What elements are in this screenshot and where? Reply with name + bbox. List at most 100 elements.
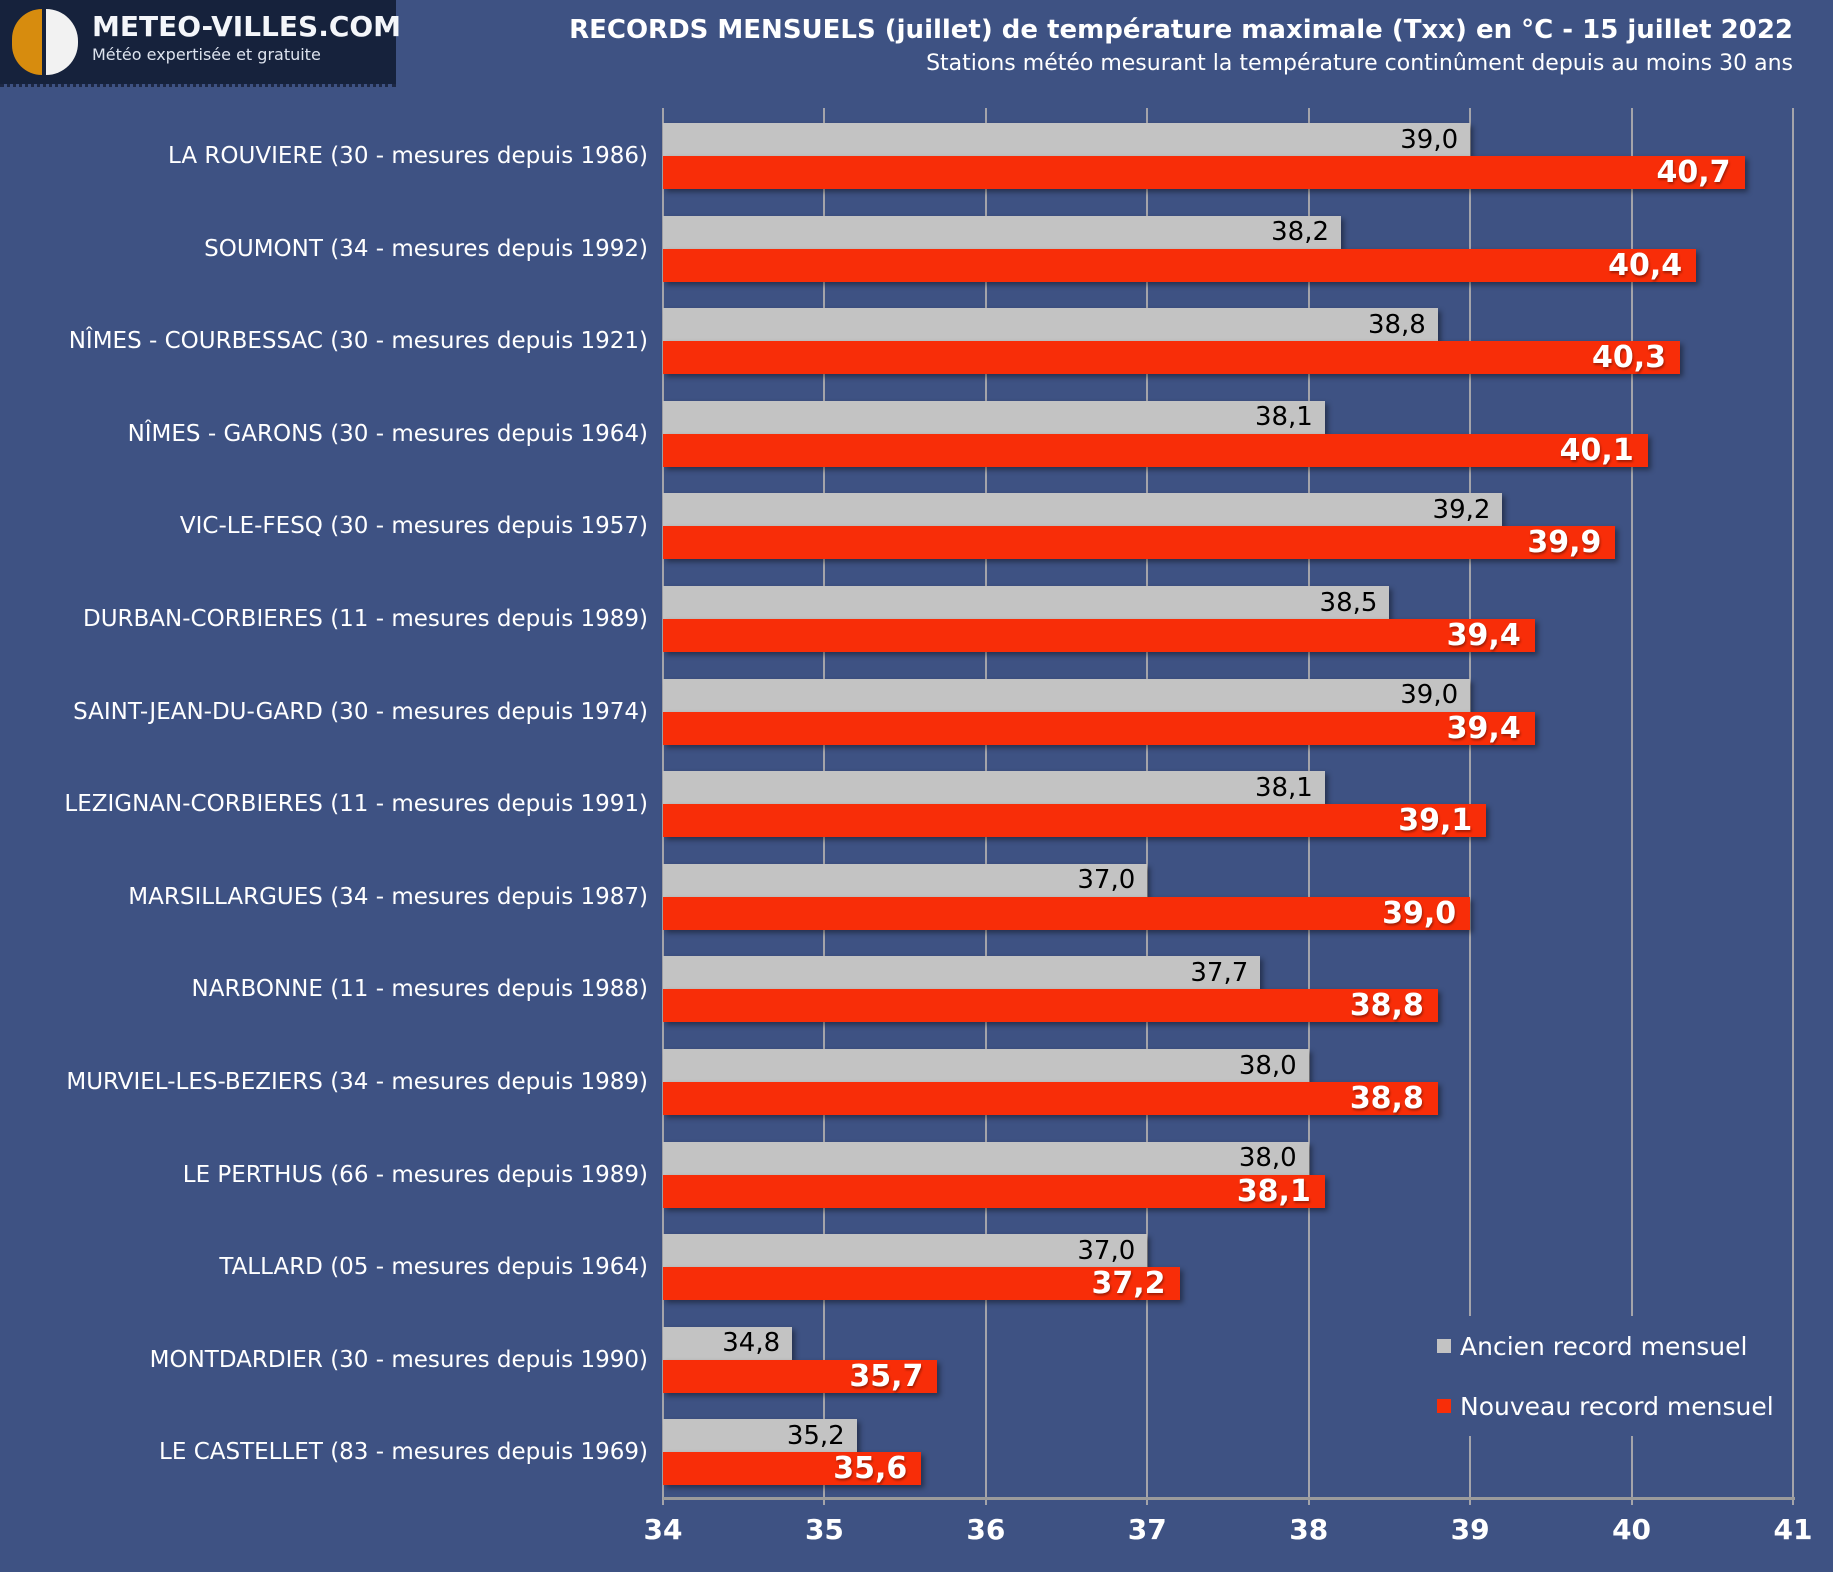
new-record-value: 40,7 [1656,155,1731,190]
gridline-41 [1792,108,1794,1505]
old-record-bar: 38,0 [663,1049,1309,1082]
station-label: SAINT-JEAN-DU-GARD (30 - mesures depuis … [73,698,648,725]
station-label: LE CASTELLET (83 - mesures depuis 1969) [159,1439,648,1466]
old-record-bar: 37,0 [663,863,1148,897]
new-record-value: 35,6 [833,1451,908,1487]
new-record-value: 35,7 [849,1358,924,1394]
station-label: NARBONNE (11 - mesures depuis 1988) [191,976,648,1003]
station-label: LA ROUVIERE (30 - mesures depuis 1986) [168,143,648,169]
new-record-value: 38,8 [1349,988,1424,1024]
new-record-bar: 40,1 [663,432,1648,468]
station-label: MARSILLARGUES (34 - mesures depuis 1987) [128,883,648,910]
x-tick-label-38: 38 [1289,1513,1329,1546]
old-record-bar: 38,1 [663,771,1325,805]
new-record-bar: 40,4 [663,247,1697,283]
station-label: MONTDARDIER (30 - mesures depuis 1990) [149,1346,648,1373]
x-tick-label-39: 39 [1450,1513,1490,1546]
new-record-bar: 39,1 [663,803,1487,839]
x-tick-label-34: 34 [643,1513,683,1546]
new-record-value: 39,4 [1446,710,1521,746]
old-record-value: 37,7 [1190,957,1249,988]
station-label: LEZIGNAN-CORBIERES (11 - mesures depuis … [64,791,648,818]
old-record-bar: 38,8 [663,308,1438,342]
old-record-bar: 37,0 [663,1234,1148,1268]
old-record-value: 38,5 [1319,587,1378,618]
station-label: LE PERTHUS (66 - mesures depuis 1989) [182,1161,648,1188]
legend-swatch-old-record-icon [1437,1339,1451,1353]
old-record-value: 35,2 [786,1420,845,1451]
chart-title: RECORDS MENSUELS (juillet) de températur… [569,15,1793,45]
old-record-bar: 34,8 [663,1326,793,1360]
new-record-bar: 39,4 [663,710,1535,746]
x-tick-label-40: 40 [1612,1513,1652,1546]
old-record-value: 39,0 [1400,124,1459,155]
new-record-value: 39,0 [1382,895,1457,931]
old-record-bar: 38,0 [663,1141,1309,1175]
new-record-value: 39,1 [1398,803,1473,839]
x-tick-label-41: 41 [1773,1513,1813,1546]
old-record-value: 38,1 [1254,772,1313,803]
old-record-value: 39,0 [1400,680,1459,711]
old-record-bar: 38,1 [663,400,1325,434]
old-record-bar: 39,0 [663,123,1471,156]
x-tick-label-37: 37 [1127,1513,1167,1546]
old-record-value: 38,2 [1271,217,1329,248]
new-record-value: 40,4 [1608,247,1683,283]
old-record-value: 38,0 [1238,1050,1297,1081]
station-label: NÎMES - GARONS (30 - mesures depuis 1964… [127,420,648,447]
station-label: DURBAN-CORBIERES (11 - mesures depuis 19… [83,606,648,632]
new-record-value: 38,8 [1349,1081,1424,1116]
station-label: NÎMES - COURBESSAC (30 - mesures depuis … [68,328,648,355]
logo-circle-right-half [46,9,78,75]
chart-subtitle: Stations météo mesurant la température c… [926,51,1793,76]
logo: METEO-VILLES.COM Météo expertisée et gra… [0,0,402,87]
meteo-villes-logo-icon [12,9,78,75]
old-record-value: 37,0 [1077,865,1136,896]
old-record-value: 38,0 [1238,1143,1297,1174]
x-tick-label-36: 36 [966,1513,1006,1546]
old-record-value: 38,8 [1367,309,1426,340]
new-record-bar: 38,8 [663,988,1438,1024]
logo-circle-left-half [12,9,42,75]
new-record-value: 40,3 [1591,340,1666,376]
new-record-value: 40,1 [1559,432,1634,468]
x-tick-label-35: 35 [804,1513,844,1546]
old-record-value: 39,2 [1432,494,1491,525]
new-record-value: 37,2 [1091,1266,1166,1302]
old-record-bar: 38,5 [663,586,1390,619]
new-record-bar: 35,7 [663,1358,938,1394]
new-record-value: 39,9 [1527,525,1602,561]
chart-header: RECORDS MENSUELS (juillet) de températur… [420,12,1793,80]
old-record-bar: 38,2 [663,215,1341,249]
old-record-value: 37,0 [1077,1235,1136,1266]
new-record-value: 38,1 [1236,1173,1311,1209]
legend-item-old-record: Ancien record mensuel [1437,1332,1777,1361]
legend: Ancien record mensuel Nouveau record men… [1437,1316,1777,1436]
station-label: TALLARD (05 - mesures depuis 1964) [219,1254,648,1281]
legend-swatch-new-record-icon [1437,1399,1451,1413]
old-record-bar: 35,2 [663,1419,857,1453]
old-record-bar: 39,0 [663,678,1471,712]
gridline-40 [1630,108,1633,1505]
logo-title: METEO-VILLES.COM [92,10,402,43]
new-record-bar: 40,3 [663,340,1680,376]
legend-item-new-record: Nouveau record mensuel [1437,1392,1777,1421]
station-label: MURVIEL-LES-BEZIERS (34 - mesures depuis… [66,1069,648,1095]
old-record-value: 34,8 [722,1328,781,1359]
new-record-bar: 35,6 [663,1451,922,1487]
new-record-bar: 39,4 [663,618,1535,653]
new-record-bar: 38,8 [663,1081,1438,1116]
new-record-bar: 40,7 [663,155,1745,190]
legend-label-old-record: Ancien record mensuel [1460,1331,1748,1361]
new-record-bar: 39,0 [663,895,1471,931]
station-label: VIC-LE-FESQ (30 - mesures depuis 1957) [179,513,648,540]
old-record-value: 38,1 [1254,402,1313,433]
legend-label-new-record: Nouveau record mensuel [1460,1391,1774,1421]
new-record-value: 39,4 [1446,618,1521,653]
old-record-bar: 39,2 [663,493,1503,527]
new-record-bar: 39,9 [663,525,1616,561]
station-label: SOUMONT (34 - mesures depuis 1992) [204,235,648,262]
old-record-bar: 37,7 [663,956,1261,990]
new-record-bar: 37,2 [663,1266,1180,1302]
